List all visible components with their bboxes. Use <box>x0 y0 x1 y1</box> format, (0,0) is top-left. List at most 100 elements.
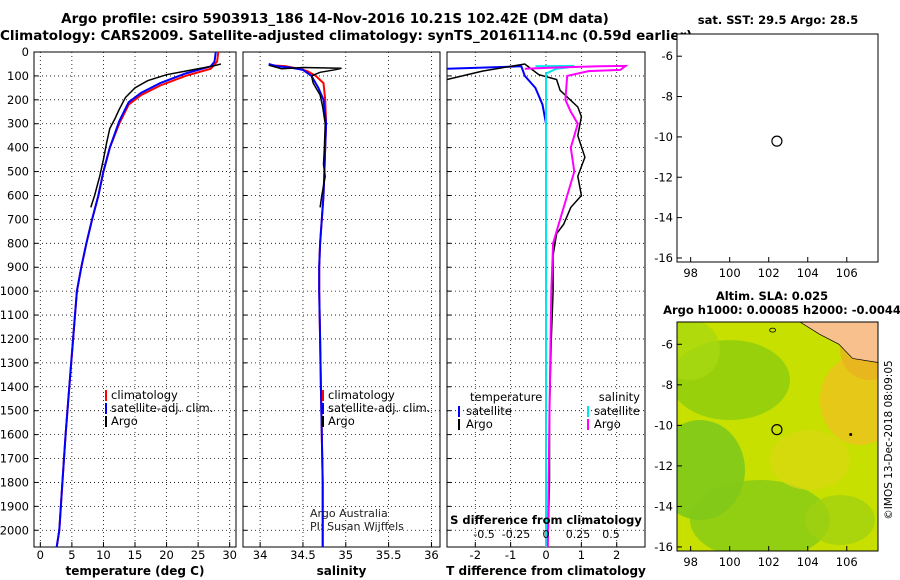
depth-tick-label: 200 <box>7 93 29 107</box>
x-tick-label: 25 <box>191 548 206 562</box>
panel-frame <box>242 51 441 548</box>
series-line-satellite-adj-clim- <box>268 63 328 547</box>
x-tick-label: 0 <box>542 548 549 562</box>
x2-tick-label: 0.5 <box>602 528 620 541</box>
x-tick-label: 15 <box>128 548 143 562</box>
sla-map-title1: Altim. SLA: 0.025 <box>715 289 829 303</box>
x2-tick-label: 0.25 <box>566 528 591 541</box>
depth-tick-label: 100 <box>7 69 29 83</box>
x-tick-label: -2 <box>470 548 481 562</box>
x-tick-label: 30 <box>222 548 237 562</box>
depth-tick-label: 500 <box>7 165 29 179</box>
x2-tick-label: -0.25 <box>502 528 530 541</box>
x-tick-label: 2 <box>613 548 620 562</box>
legend-label: Argo <box>594 417 621 431</box>
sla-map-field <box>677 322 878 551</box>
x2-tick-label: 0 <box>543 528 550 541</box>
x-tick-label: -1 <box>505 548 516 562</box>
sst-map-title: sat. SST: 29.5 Argo: 28.5 <box>697 13 859 27</box>
map-lon-label: 98 <box>683 555 698 569</box>
map-lon-label: 98 <box>683 266 698 280</box>
x2-axis-label: S difference from climatology <box>450 513 642 527</box>
legend-label: Argo <box>466 417 493 431</box>
series-group <box>447 63 629 547</box>
legend-label: satellite-adj. clim. <box>111 401 213 415</box>
x-tick-label: 36 <box>424 548 439 562</box>
map-lon-label: 104 <box>797 266 819 280</box>
depth-tick-label: 1800 <box>0 475 29 489</box>
x-tick-label: 35 <box>338 548 353 562</box>
depth-tick-label: 1400 <box>0 380 29 394</box>
x2-tick-label: -0.5 <box>473 528 494 541</box>
depth-tick-label: 1600 <box>0 428 29 442</box>
x-tick-label: 10 <box>96 548 111 562</box>
x-tick-label: 34.5 <box>290 548 316 562</box>
figure-title-line2: Climatology: CARS2009. Satellite-adjuste… <box>0 28 693 44</box>
legend-header-salinity: salinity <box>599 390 640 404</box>
legend-header-temperature: temperature <box>470 390 542 404</box>
map-lon-label: 106 <box>836 266 858 280</box>
legend-label: climatology <box>111 388 178 402</box>
map-lat-label: -16 <box>654 540 673 554</box>
depth-tick-label: 1000 <box>0 284 29 298</box>
x-axis-label: salinity <box>317 564 367 578</box>
depth-tick-label: 800 <box>7 236 29 250</box>
sla-map-frame <box>676 321 879 552</box>
x-tick-label: 34 <box>253 548 268 562</box>
legend-label: satellite <box>466 404 512 418</box>
map-lon-label: 102 <box>758 555 780 569</box>
depth-tick-label: 400 <box>7 141 29 155</box>
depth-tick-label: 0 <box>22 45 29 59</box>
depth-tick-label: 1100 <box>0 308 29 322</box>
depth-tick-label: 1700 <box>0 452 29 466</box>
map-lat-label: -6 <box>662 337 673 351</box>
sla-anomaly-blob <box>677 322 720 380</box>
x-axis-label: temperature (deg C) <box>66 564 205 578</box>
sla-map-title2: Argo h1000: 0.00085 h2000: -0.0044 <box>663 303 900 317</box>
map-lat-label: -6 <box>662 49 673 63</box>
series-line-argo <box>90 63 222 208</box>
x-tick-label: 1 <box>578 548 585 562</box>
series-line-satellite-adj-clim- <box>55 52 217 547</box>
depth-tick-label: 2000 <box>0 523 29 537</box>
map-lon-label: 102 <box>758 266 780 280</box>
map-lat-label: -12 <box>654 459 673 473</box>
map-lat-label: -14 <box>654 499 673 513</box>
sla-anomaly-blob <box>805 495 875 545</box>
sla-anomaly-blob <box>690 480 830 551</box>
map-missing-data <box>677 34 878 262</box>
x-tick-label: 20 <box>159 548 174 562</box>
credit-text: ©IMOS 13-Dec-2018 08:09:05 <box>883 360 895 519</box>
series-line-argo <box>447 63 586 547</box>
figure-title-line1: Argo profile: csiro 5903913_186 14-Nov-2… <box>61 11 609 27</box>
legend-label: Argo <box>111 414 138 428</box>
legend-label: satellite-adj. clim. <box>328 401 430 415</box>
depth-tick-label: 1200 <box>0 332 29 346</box>
sla-anomaly-blob <box>770 430 850 490</box>
sst-map-frame <box>676 33 879 263</box>
map-lon-label: 100 <box>719 555 741 569</box>
map-lon-label: 100 <box>719 266 741 280</box>
map-lat-label: -8 <box>662 378 673 392</box>
series-line-argo <box>524 64 629 547</box>
depth-tick-label: 1500 <box>0 404 29 418</box>
depth-tick-label: 600 <box>7 188 29 202</box>
depth-tick-label: 700 <box>7 212 29 226</box>
map-lon-label: 106 <box>836 555 858 569</box>
depth-tick-label: 1300 <box>0 356 29 370</box>
annotation-text: Argo Australia <box>310 507 388 520</box>
map-lat-label: -10 <box>654 130 673 144</box>
x-tick-label: 5 <box>68 548 75 562</box>
profile-location-marker <box>771 424 783 436</box>
map-lat-label: -8 <box>662 90 673 104</box>
map-lat-label: -12 <box>654 170 673 184</box>
map-lat-label: -14 <box>654 211 673 225</box>
depth-tick-label: 900 <box>7 260 29 274</box>
x-tick-label: 35.5 <box>376 548 402 562</box>
x-axis-label: T difference from climatology <box>446 564 646 578</box>
island-dot <box>849 432 853 436</box>
legend-label: climatology <box>328 388 395 402</box>
x-tick-label: 0 <box>37 548 44 562</box>
